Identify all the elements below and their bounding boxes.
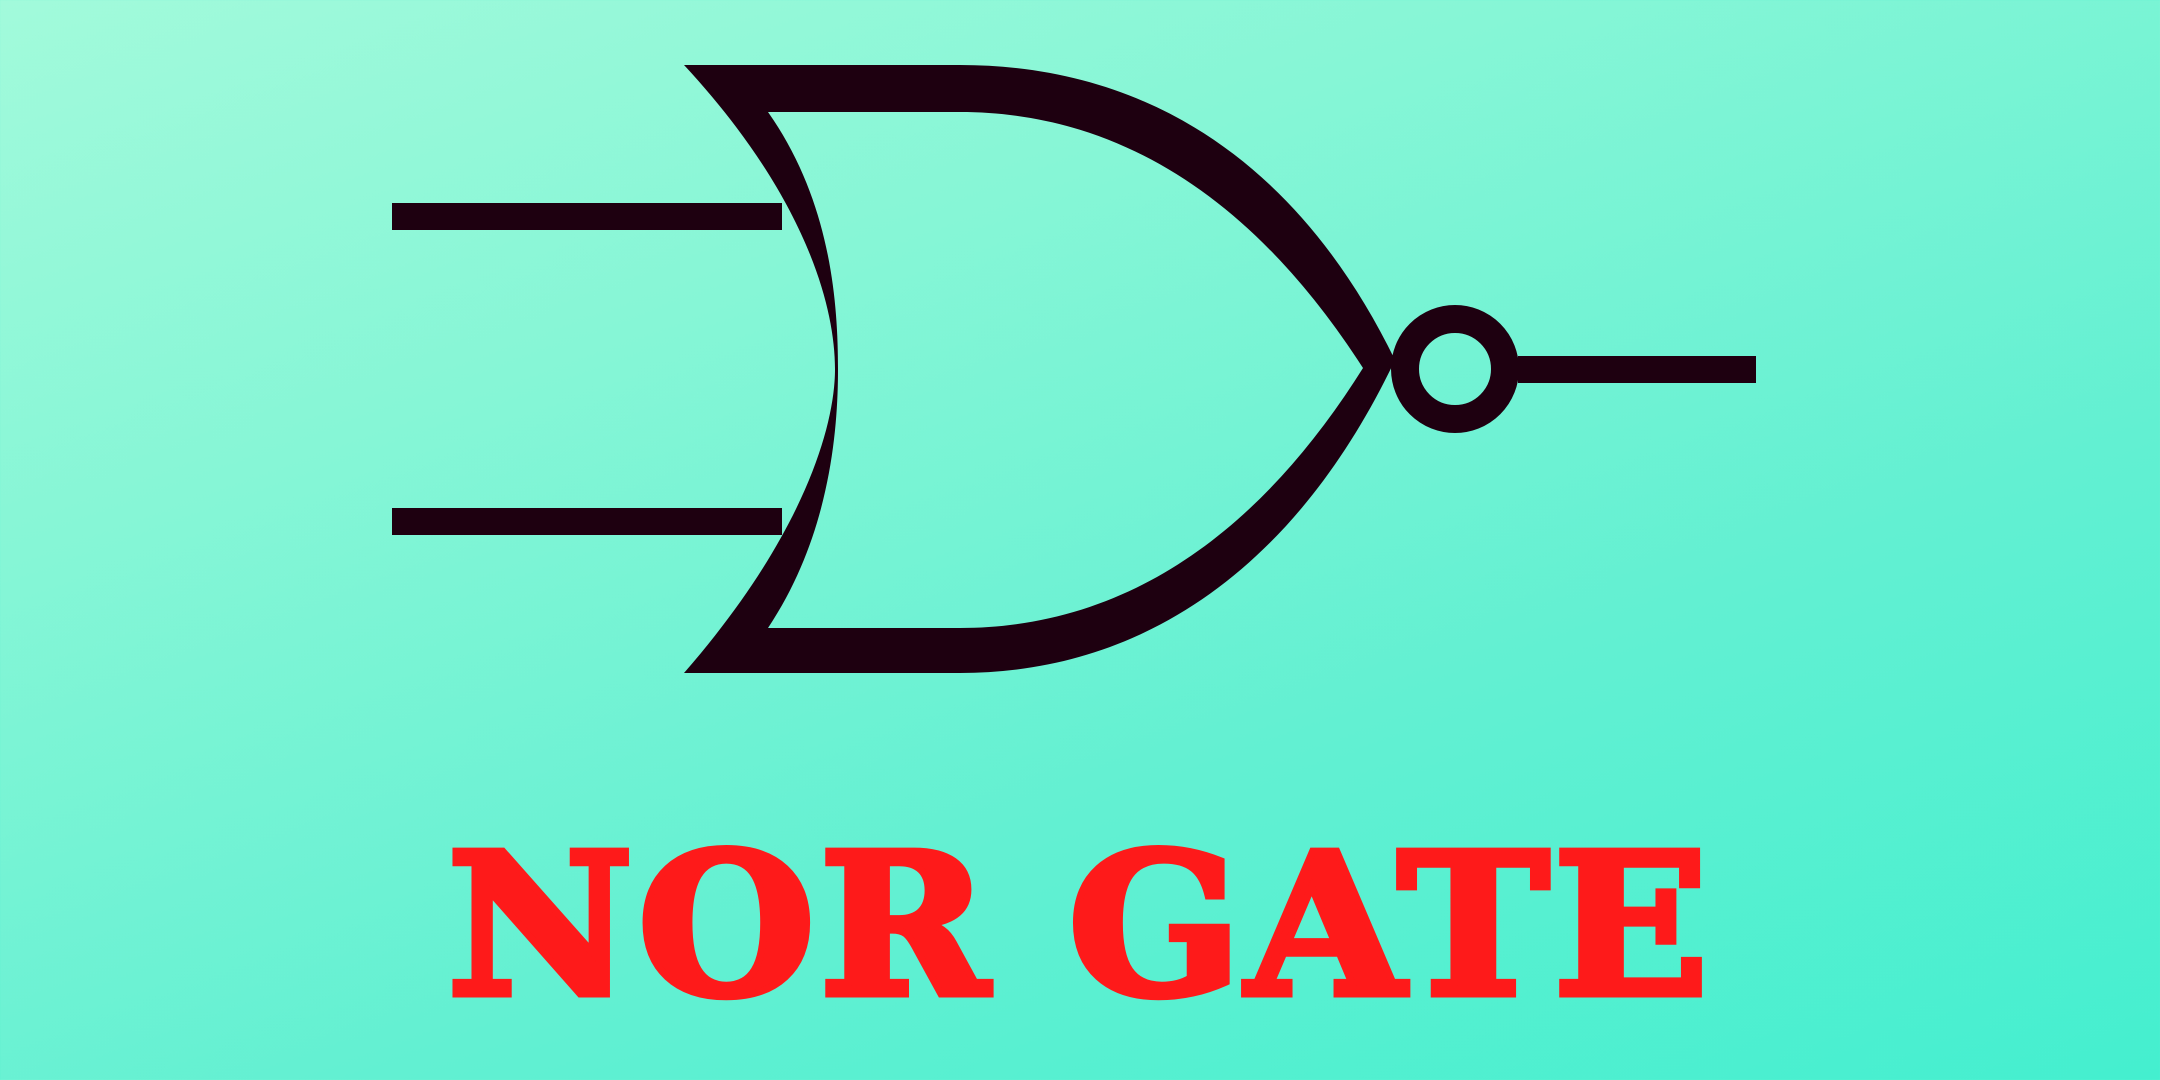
input-a-line (392, 203, 782, 230)
or-gate-body (684, 65, 1395, 673)
input-b-line (392, 508, 782, 535)
output-line (1518, 356, 1756, 383)
page-title: NOR GATE (444, 811, 1713, 1041)
inverter-bubble (1391, 305, 1519, 433)
